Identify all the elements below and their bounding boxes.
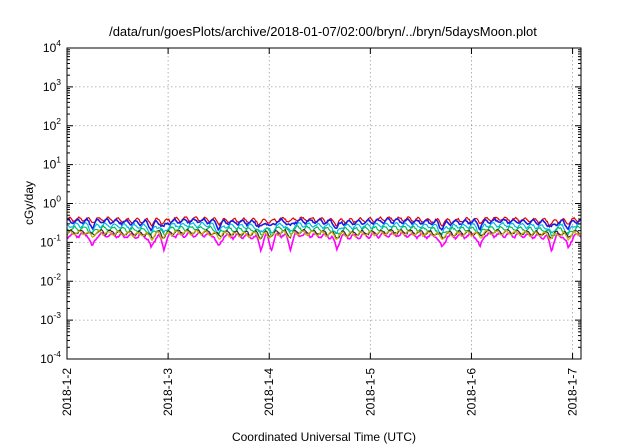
x-axis-label: Coordinated Universal Time (UTC) — [232, 430, 416, 444]
series-line — [66, 216, 582, 228]
series-line — [66, 221, 582, 237]
y-axis-label: cGy/day — [22, 181, 36, 225]
x-tick-label: 2018-1-6 — [464, 368, 478, 416]
chart-title: /data/run/goesPlots/archive/2018-01-07/0… — [109, 24, 537, 39]
series-layer — [66, 216, 582, 254]
series-line — [66, 229, 582, 242]
y-tick-label: 102 — [43, 116, 61, 133]
x-tick-label: 2018-1-5 — [363, 368, 377, 416]
x-tick-labels: 2018-1-2 2018-1-3 2018-1-4 2018-1-5 2018-1-6… — [60, 368, 580, 416]
y-tick-label: 101 — [43, 155, 61, 172]
y-tick-label: 10-2 — [40, 271, 61, 288]
axis-ticks — [66, 47, 581, 360]
x-tick-label: 2018-1-7 — [566, 368, 580, 416]
x-tick-label: 2018-1-3 — [161, 368, 175, 416]
y-tick-label: 104 — [43, 38, 61, 55]
y-tick-label: 10-3 — [40, 310, 61, 327]
y-tick-label: 10-1 — [40, 232, 61, 249]
x-tick-label: 2018-1-2 — [60, 368, 74, 416]
y-tick-label: 103 — [43, 77, 61, 94]
series-line — [66, 217, 582, 232]
y-tick-label: 10-4 — [40, 349, 61, 366]
grid — [67, 48, 581, 359]
x-tick-label: 2018-1-4 — [262, 368, 276, 416]
y-tick-label: 100 — [43, 194, 61, 211]
y-tick-labels: 10-4 10-3 10-2 10-1 100 101 102 103 104 — [40, 38, 61, 366]
